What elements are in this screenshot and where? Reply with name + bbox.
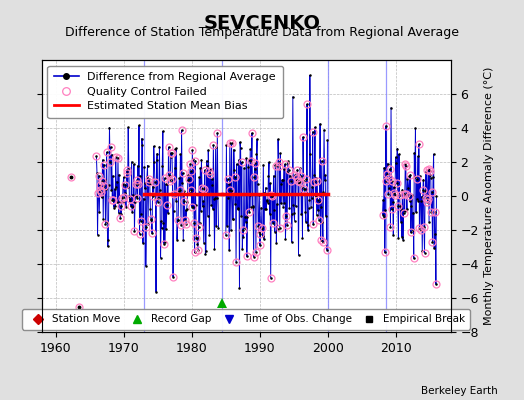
- Legend: Station Move, Record Gap, Time of Obs. Change, Empirical Break: Station Move, Record Gap, Time of Obs. C…: [23, 309, 470, 330]
- Text: SEVCENKO: SEVCENKO: [203, 14, 321, 33]
- Y-axis label: Monthly Temperature Anomaly Difference (°C): Monthly Temperature Anomaly Difference (…: [484, 67, 495, 325]
- Text: Berkeley Earth: Berkeley Earth: [421, 386, 498, 396]
- Text: Difference of Station Temperature Data from Regional Average: Difference of Station Temperature Data f…: [65, 26, 459, 39]
